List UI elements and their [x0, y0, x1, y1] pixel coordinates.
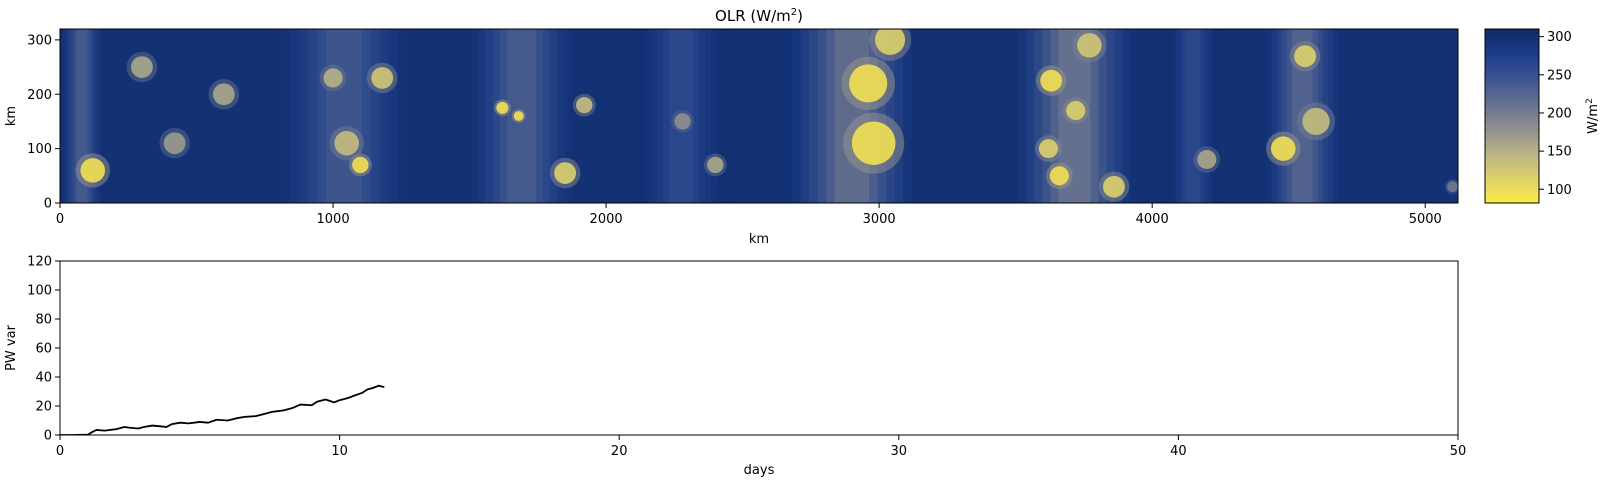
convective-cell-23 — [1077, 33, 1102, 58]
convective-band-6 — [1179, 29, 1207, 203]
heatmap-x-tick-label: 2000 — [590, 212, 623, 227]
heatmap-y-label: km — [4, 106, 19, 126]
convective-cell-27 — [674, 113, 691, 130]
olr-heatmap — [60, 29, 1458, 203]
convective-cell-19 — [212, 83, 235, 106]
heatmap-x-tick-label: 0 — [56, 212, 64, 227]
convective-band-1 — [299, 29, 389, 203]
heatmap-title: OLR (W/m2) — [715, 7, 803, 25]
convective-cell-11 — [496, 101, 509, 114]
convective-band-1 — [290, 29, 398, 203]
convective-band-1 — [308, 29, 380, 203]
line-series-group — [60, 384, 385, 435]
line-plot-area — [59, 260, 1459, 436]
colorbar-tick-label: 150 — [1547, 145, 1572, 160]
line-y-tick-label: 40 — [35, 371, 52, 386]
colorbar-tick-label: 250 — [1547, 68, 1572, 83]
colorbar-tick-label: 200 — [1547, 106, 1572, 121]
colorbar-tick-label: 100 — [1547, 183, 1572, 198]
line-y-tick-label: 0 — [44, 429, 52, 444]
convective-cell-26 — [1447, 181, 1458, 193]
convective-cell-18 — [576, 96, 593, 114]
convective-band-6 — [1165, 29, 1221, 203]
heatmap-x-ticks: 0 1000 2000 3000 4000 5000 — [56, 203, 1442, 227]
heatmap-y-ticks: 0 100 200 300 — [27, 33, 60, 212]
convective-cell-8 — [1270, 136, 1296, 161]
line-x-tick-label: 50 — [1450, 444, 1467, 459]
heatmap-y-tick-label: 100 — [27, 142, 52, 157]
convective-cell-2 — [851, 121, 896, 165]
convective-cell-12 — [513, 111, 524, 121]
heatmap-x-tick-label: 5000 — [1409, 212, 1442, 227]
line-x-tick-label: 40 — [1170, 444, 1187, 459]
convective-cell-1 — [849, 64, 888, 103]
line-y-tick-label: 80 — [35, 313, 52, 328]
colorbar — [1484, 28, 1540, 204]
convective-band-0 — [76, 29, 88, 203]
convective-cell-5 — [1049, 166, 1069, 186]
line-y-label: PW var — [4, 324, 19, 370]
heatmap-y-tick-label: 200 — [27, 88, 52, 103]
line-x-tick-label: 30 — [891, 444, 908, 459]
heatmap-background — [60, 29, 1458, 203]
colorbar-label: W/m2 — [1585, 98, 1600, 134]
convective-cell-7 — [1066, 101, 1086, 121]
heatmap-y-tick-label: 300 — [27, 33, 52, 48]
convective-cell-21 — [707, 156, 724, 174]
line-x-label: days — [744, 463, 775, 478]
convective-cell-6 — [1103, 175, 1125, 198]
convective-cell-22 — [1038, 139, 1058, 159]
colorbar-ticks: 100 150 200 250 300 — [1539, 30, 1572, 198]
heatmap-frame — [59, 28, 1459, 204]
convective-cell-10 — [1302, 107, 1330, 136]
line-y-tick-label: 120 — [27, 255, 52, 270]
convective-cell-13 — [554, 162, 577, 184]
convective-band-1 — [326, 29, 362, 203]
heatmap-x-tick-label: 1000 — [317, 212, 350, 227]
convective-band-1 — [281, 29, 407, 203]
convective-cell-16 — [371, 67, 394, 89]
convective-cell-25 — [130, 56, 153, 78]
convective-cell-15 — [334, 130, 359, 156]
convective-band-6 — [1186, 29, 1200, 203]
convective-cell-20 — [163, 132, 186, 155]
convective-cell-24 — [1197, 149, 1217, 170]
convective-cell-0 — [80, 158, 106, 183]
convective-band-1 — [272, 29, 415, 203]
heatmap-x-tick-label: 4000 — [1136, 212, 1169, 227]
line-y-ticks: 0 20 40 60 80 100 120 — [27, 255, 60, 444]
convective-cell-9 — [1294, 45, 1317, 68]
colorbar-tick-label: 300 — [1547, 30, 1572, 45]
convective-cell-3 — [875, 29, 906, 55]
convective-cell-14 — [352, 156, 369, 174]
line-y-tick-label: 100 — [27, 284, 52, 299]
heatmap-x-tick-label: 3000 — [863, 212, 896, 227]
line-x-tick-label: 0 — [56, 444, 64, 459]
heatmap-x-label: km — [749, 232, 769, 247]
pw-var-line-0 — [60, 384, 385, 435]
line-y-tick-label: 60 — [35, 342, 52, 357]
convective-band-6 — [1172, 29, 1214, 203]
convective-band-6 — [1169, 29, 1218, 203]
convective-cell-4 — [1040, 69, 1063, 92]
line-x-tick-label: 20 — [611, 444, 628, 459]
line-x-ticks: 0 10 20 30 40 50 — [56, 435, 1466, 459]
heatmap-y-tick-label: 0 — [44, 197, 52, 212]
line-x-tick-label: 10 — [331, 444, 348, 459]
line-y-tick-label: 20 — [35, 400, 52, 415]
convective-band-6 — [1176, 29, 1211, 203]
convective-cell-17 — [323, 68, 343, 88]
